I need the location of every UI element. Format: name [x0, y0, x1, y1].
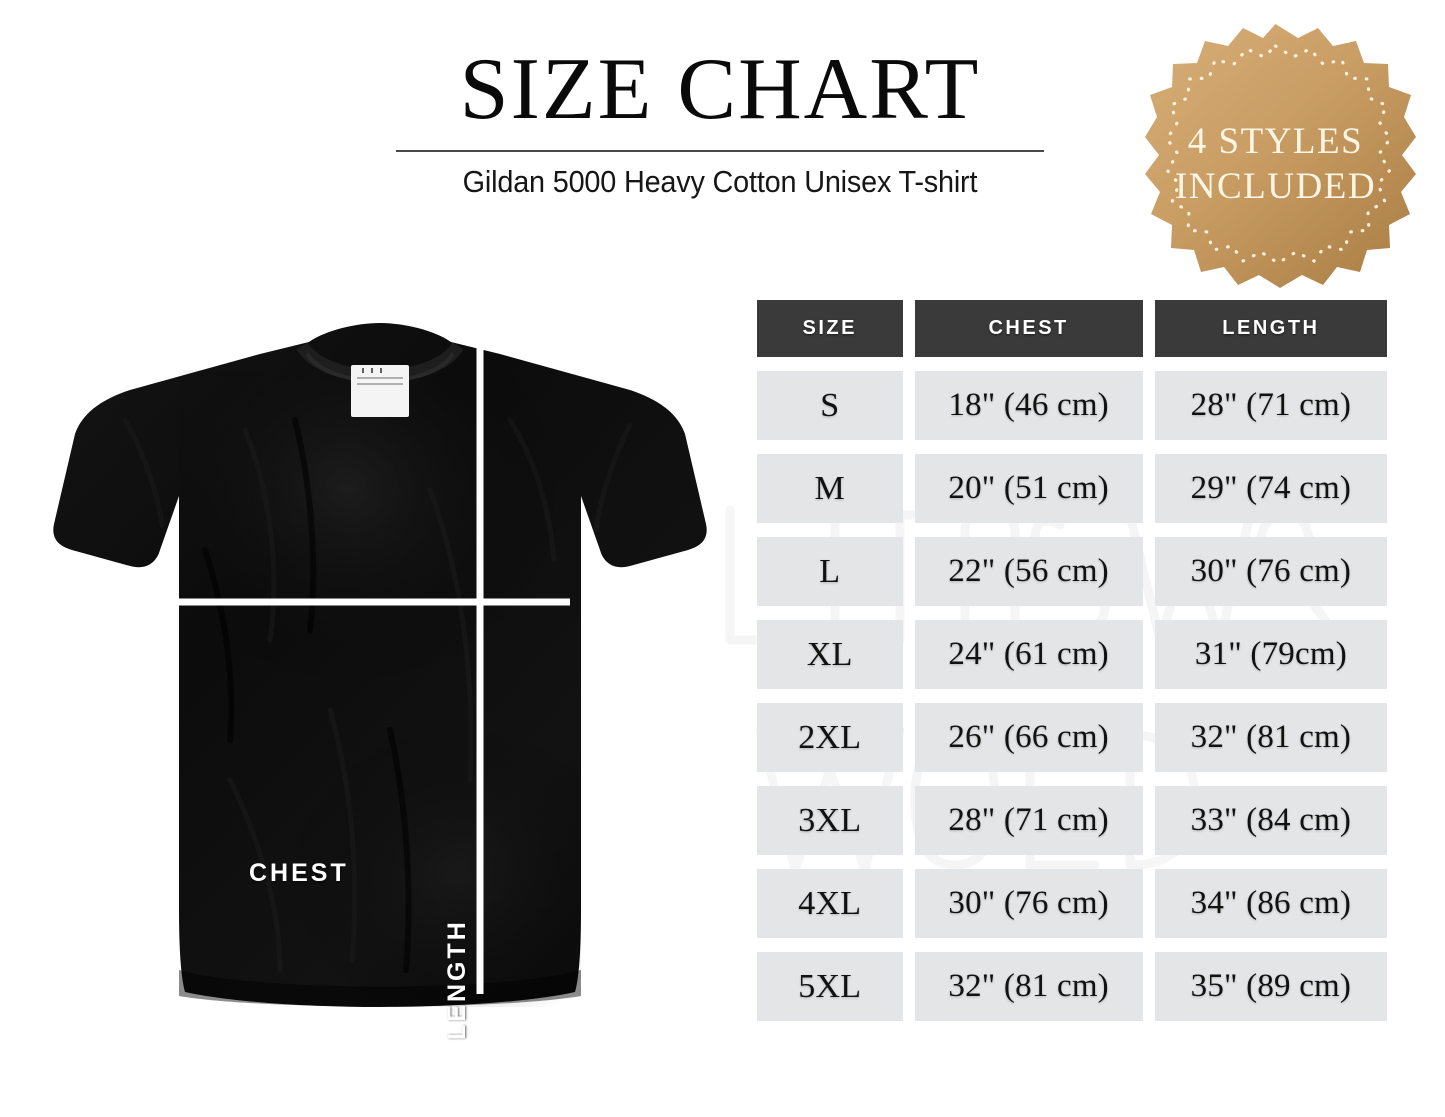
cell-size: M — [757, 454, 903, 523]
cell-length: 30" (76 cm) — [1154, 537, 1387, 606]
cell-size: 3XL — [757, 786, 903, 855]
table-row: 3XL 28" (71 cm) 33" (84 cm) — [757, 786, 1387, 855]
column-header-chest: CHEST — [914, 300, 1143, 357]
chest-measure-label: CHEST — [249, 859, 349, 887]
cell-length: 29" (74 cm) — [1154, 454, 1387, 523]
header-block: SIZE CHART Gildan 5000 Heavy Cotton Unis… — [396, 46, 1044, 200]
table-row: 4XL 30" (76 cm) 34" (86 cm) — [757, 869, 1387, 938]
cell-length: 32" (81 cm) — [1154, 703, 1387, 772]
cell-chest: 22" (56 cm) — [914, 537, 1143, 606]
cell-chest: 20" (51 cm) — [914, 454, 1143, 523]
table-row: 2XL 26" (66 cm) 32" (81 cm) — [757, 703, 1387, 772]
table-row: L 22" (56 cm) 30" (76 cm) — [757, 537, 1387, 606]
cell-chest: 32" (81 cm) — [914, 952, 1143, 1021]
cell-size: 4XL — [757, 869, 903, 938]
cell-size: XL — [757, 620, 903, 689]
cell-chest: 28" (71 cm) — [914, 786, 1143, 855]
length-measure-label: LENGTH — [443, 919, 471, 1040]
cell-size: S — [757, 371, 903, 440]
table-row: M 20" (51 cm) 29" (74 cm) — [757, 454, 1387, 523]
cell-length: 34" (86 cm) — [1154, 869, 1387, 938]
cell-size: L — [757, 537, 903, 606]
size-table: SIZE CHEST LENGTH S 18" (46 cm) 28" (71 … — [757, 300, 1387, 1035]
table-header-row: SIZE CHEST LENGTH — [757, 300, 1387, 357]
cell-chest: 30" (76 cm) — [914, 869, 1143, 938]
table-row: S 18" (46 cm) 28" (71 cm) — [757, 371, 1387, 440]
cell-chest: 24" (61 cm) — [914, 620, 1143, 689]
title-divider — [396, 150, 1044, 152]
tshirt-illustration: CHEST LENGTH — [30, 310, 730, 1040]
styles-included-badge: 4 STYLES INCLUDED — [1133, 22, 1418, 307]
page-title: SIZE CHART — [459, 41, 981, 138]
cell-size: 5XL — [757, 952, 903, 1021]
column-header-length: LENGTH — [1154, 300, 1387, 357]
cell-chest: 26" (66 cm) — [914, 703, 1143, 772]
cell-chest: 18" (46 cm) — [914, 371, 1143, 440]
cell-size: 2XL — [757, 703, 903, 772]
column-header-size: SIZE — [757, 300, 903, 357]
table-row: 5XL 32" (81 cm) 35" (89 cm) — [757, 952, 1387, 1021]
cell-length: 28" (71 cm) — [1154, 371, 1387, 440]
badge-starburst-icon — [1145, 24, 1416, 288]
cell-length: 35" (89 cm) — [1154, 952, 1387, 1021]
cell-length: 33" (84 cm) — [1154, 786, 1387, 855]
page-subtitle: Gildan 5000 Heavy Cotton Unisex T-shirt — [462, 164, 978, 199]
tshirt-shape — [53, 323, 707, 1007]
table-row: XL 24" (61 cm) 31" (79cm) — [757, 620, 1387, 689]
cell-length: 31" (79cm) — [1154, 620, 1387, 689]
